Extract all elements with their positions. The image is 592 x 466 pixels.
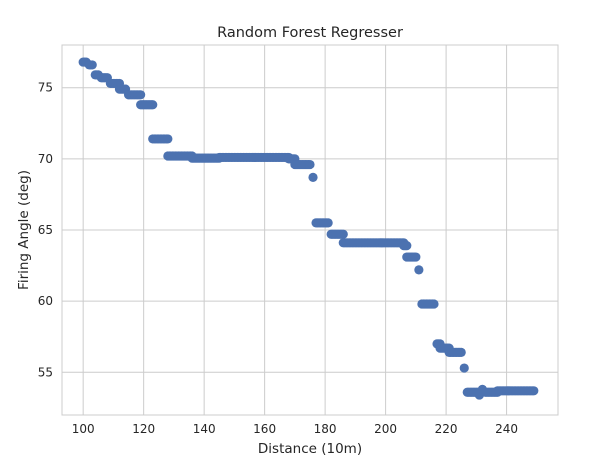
x-tick-label: 100 — [72, 422, 95, 436]
y-tick-labels: 55 60 65 70 75 — [38, 81, 53, 380]
y-axis-label: Firing Angle (deg) — [16, 170, 32, 290]
data-point — [456, 347, 466, 357]
data-point — [414, 265, 424, 275]
x-tick-label: 140 — [193, 422, 216, 436]
data-point — [429, 299, 439, 309]
y-tick-label: 75 — [38, 81, 53, 95]
x-tick-label: 160 — [253, 422, 276, 436]
x-tick-label: 240 — [495, 422, 518, 436]
x-axis-label: Distance (10m) — [258, 441, 362, 457]
x-tick-label: 120 — [132, 422, 155, 436]
data-point — [459, 363, 469, 373]
data-point — [305, 159, 315, 170]
y-tick-label: 60 — [38, 294, 53, 308]
chart-title: Random Forest Regresser — [217, 25, 403, 41]
data-point — [529, 386, 539, 396]
x-tick-label: 220 — [435, 422, 458, 436]
data-point — [87, 60, 97, 70]
data-point — [323, 218, 333, 228]
data-point — [402, 241, 412, 251]
y-tick-label: 70 — [38, 152, 53, 166]
data-point — [136, 90, 146, 100]
x-tick-label: 180 — [314, 422, 337, 436]
data-points — [78, 57, 539, 400]
data-point — [148, 100, 158, 110]
x-tick-labels: 100 120 140 160 180 200 220 240 — [72, 422, 518, 436]
data-point — [163, 134, 173, 144]
data-point — [411, 252, 421, 262]
data-point — [308, 172, 318, 182]
y-tick-label: 55 — [38, 365, 53, 379]
x-tick-label: 200 — [374, 422, 397, 436]
data-point — [338, 229, 348, 239]
y-tick-label: 65 — [38, 223, 53, 237]
